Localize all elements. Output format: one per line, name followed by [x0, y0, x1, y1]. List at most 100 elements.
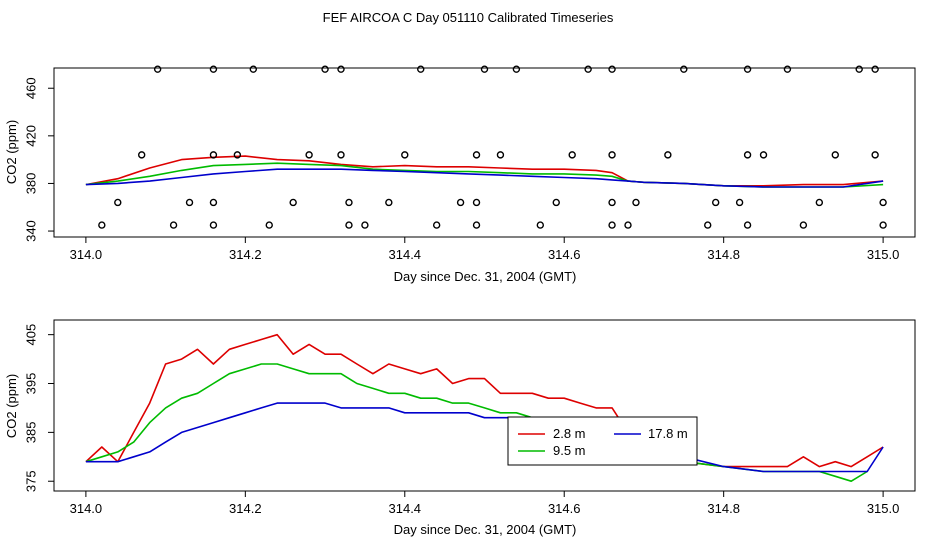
x-tick-label: 314.6 — [548, 501, 581, 516]
marker-point — [321, 65, 329, 73]
y-tick-label: 375 — [23, 470, 38, 492]
x-tick-label: 314.2 — [229, 247, 262, 262]
marker-point — [871, 151, 879, 159]
marker-point — [432, 221, 441, 229]
bottom-series-group — [85, 333, 884, 483]
legend-label-17-8m: 17.8 m — [648, 426, 688, 441]
bottom-y-axis-label: CO2 (ppm) — [4, 374, 19, 438]
marker-point — [337, 151, 345, 159]
marker-point — [552, 198, 560, 207]
x-tick-label: 314.8 — [707, 247, 740, 262]
x-tick-label: 314.4 — [389, 501, 422, 516]
top-series-group — [85, 155, 884, 188]
marker-point — [743, 151, 752, 159]
marker-point — [512, 65, 521, 73]
marker-point — [624, 221, 632, 229]
x-tick-label: 314.0 — [70, 247, 103, 262]
marker-point — [249, 65, 258, 73]
marker-point — [815, 198, 824, 207]
marker-point — [345, 221, 353, 229]
y-tick-label: 405 — [23, 324, 38, 346]
top-x-axis-label: Day since Dec. 31, 2004 (GMT) — [394, 269, 577, 284]
marker-point — [385, 198, 393, 207]
marker-point — [265, 221, 273, 229]
marker-point — [855, 65, 863, 73]
marker-point — [743, 65, 752, 73]
marker-point — [209, 65, 218, 73]
y-tick-label: 395 — [23, 373, 38, 395]
marker-point — [98, 221, 106, 229]
chart-title: FEF AIRCOA C Day 051110 Calibrated Times… — [323, 10, 614, 25]
bottom-plot-frame — [53, 319, 916, 492]
marker-point — [536, 221, 545, 229]
marker-point — [783, 65, 792, 73]
marker-point — [233, 151, 242, 159]
marker-point — [711, 198, 720, 207]
marker-point — [209, 198, 218, 207]
legend-box — [507, 416, 698, 466]
marker-point — [680, 65, 688, 73]
marker-point — [608, 198, 616, 207]
legend-label-9-5m: 9.5 m — [553, 443, 586, 458]
x-tick-label: 314.8 — [707, 501, 740, 516]
marker-point — [879, 198, 887, 207]
x-tick-label: 315.0 — [867, 501, 900, 516]
marker-point — [169, 221, 178, 229]
marker-point — [472, 198, 481, 207]
marker-point — [185, 198, 194, 207]
y-tick-label: 460 — [23, 77, 38, 99]
marker-point — [401, 151, 409, 159]
top-y-axis: 340 380 420 460 — [23, 77, 54, 242]
marker-point — [831, 151, 839, 159]
marker-point — [568, 151, 576, 159]
x-tick-label: 314.2 — [229, 501, 262, 516]
marker-point — [608, 221, 616, 229]
x-tick-label: 315.0 — [867, 247, 900, 262]
marker-point — [879, 221, 887, 229]
top-plot-frame — [53, 67, 916, 238]
marker-point — [472, 221, 481, 229]
marker-point — [417, 65, 425, 73]
marker-point — [137, 151, 146, 159]
marker-point — [114, 198, 122, 207]
marker-point — [480, 65, 489, 73]
marker-point — [153, 65, 162, 73]
top-markers-group — [98, 65, 887, 229]
y-tick-label: 380 — [23, 173, 38, 195]
marker-point — [337, 65, 345, 73]
top-y-axis-label: CO2 (ppm) — [4, 120, 19, 184]
marker-point — [632, 198, 640, 207]
marker-point — [456, 198, 465, 207]
marker-point — [608, 65, 616, 73]
marker-point — [209, 151, 218, 159]
marker-point — [472, 151, 481, 159]
marker-point — [361, 221, 369, 229]
marker-point — [305, 151, 313, 159]
marker-point — [759, 151, 768, 159]
marker-point — [209, 221, 218, 229]
bottom-panel: 314.0 314.2 314.4 314.6 314.8 315.0 375 385 395… — [4, 319, 916, 537]
x-tick-label: 314.4 — [389, 247, 422, 262]
bottom-x-axis: 314.0 314.2 314.4 314.6 314.8 315.0 — [70, 491, 900, 516]
y-tick-label: 385 — [23, 422, 38, 444]
marker-point — [871, 65, 879, 73]
y-tick-label: 340 — [23, 220, 38, 242]
x-tick-label: 314.0 — [70, 501, 103, 516]
series-line-17-8-m — [85, 168, 884, 188]
marker-point — [664, 151, 672, 159]
series-line-9-5-m — [85, 363, 868, 483]
series-line-2-8-m — [85, 155, 884, 187]
x-tick-label: 314.6 — [548, 247, 581, 262]
marker-point — [584, 65, 592, 73]
marker-point — [743, 221, 752, 229]
series-line-17-8-m — [85, 402, 884, 473]
bottom-x-axis-label: Day since Dec. 31, 2004 (GMT) — [394, 522, 577, 537]
series-line-2-8-m — [85, 333, 884, 468]
top-x-axis: 314.0 314.2 314.4 314.6 314.8 315.0 — [70, 237, 900, 262]
y-tick-label: 420 — [23, 125, 38, 147]
marker-point — [345, 198, 353, 207]
bottom-y-axis: 375 385 395 405 — [23, 324, 54, 492]
marker-point — [289, 198, 297, 207]
marker-point — [704, 221, 712, 229]
